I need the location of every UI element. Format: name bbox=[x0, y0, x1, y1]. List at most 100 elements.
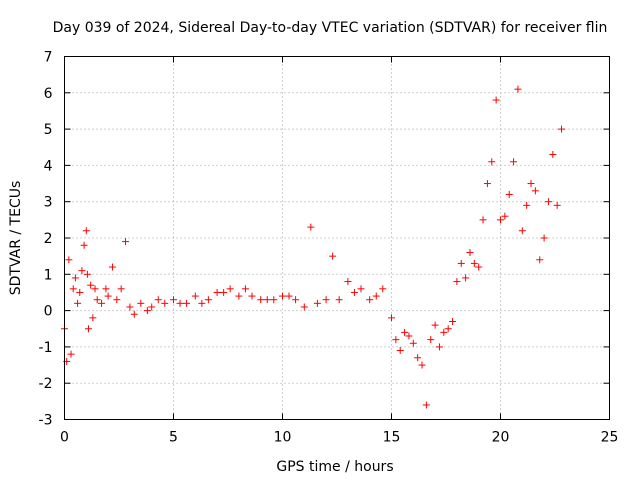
x-tick-label: 5 bbox=[169, 430, 178, 446]
data-point bbox=[536, 256, 544, 264]
data-point bbox=[388, 314, 395, 322]
y-tick-label: 4 bbox=[44, 158, 53, 174]
y-tick-label: -2 bbox=[39, 376, 53, 392]
y-tick-label: -3 bbox=[39, 413, 53, 429]
data-point bbox=[514, 85, 522, 93]
data-point bbox=[470, 259, 478, 267]
data-point bbox=[198, 299, 206, 307]
data-point bbox=[322, 296, 330, 304]
data-point bbox=[335, 296, 343, 304]
data-point bbox=[71, 274, 79, 282]
data-point bbox=[126, 303, 134, 311]
data-point bbox=[78, 267, 86, 275]
data-point bbox=[409, 339, 417, 347]
data-point bbox=[344, 278, 352, 286]
data-point bbox=[292, 296, 300, 304]
data-point bbox=[479, 216, 487, 224]
data-point bbox=[117, 285, 125, 293]
data-point bbox=[65, 256, 73, 264]
data-point bbox=[492, 96, 500, 104]
data-point bbox=[84, 325, 92, 333]
data-point bbox=[401, 328, 409, 336]
data-point bbox=[220, 288, 228, 296]
data-point bbox=[497, 216, 504, 224]
data-point bbox=[104, 292, 112, 300]
grid-lines bbox=[64, 56, 610, 420]
data-point bbox=[83, 270, 91, 278]
data-point bbox=[137, 299, 145, 307]
data-point bbox=[549, 151, 557, 159]
x-tick-label: 20 bbox=[492, 430, 510, 446]
data-point bbox=[148, 303, 156, 311]
x-tick-label: 10 bbox=[274, 430, 292, 446]
data-point bbox=[488, 158, 496, 166]
data-point bbox=[263, 296, 271, 304]
data-point bbox=[435, 343, 443, 351]
data-point bbox=[350, 288, 358, 296]
data-point bbox=[379, 285, 387, 293]
y-tick-label: 6 bbox=[44, 86, 53, 102]
x-tick-label: 0 bbox=[60, 430, 69, 446]
data-point bbox=[204, 296, 212, 304]
data-point bbox=[82, 227, 90, 235]
data-point bbox=[161, 299, 169, 307]
data-point bbox=[279, 292, 286, 300]
data-point bbox=[98, 299, 106, 307]
data-point bbox=[501, 212, 509, 220]
data-point bbox=[329, 252, 337, 260]
x-tick-label: 15 bbox=[383, 430, 401, 446]
data-point bbox=[427, 336, 435, 344]
data-point bbox=[102, 285, 110, 293]
data-point bbox=[67, 350, 75, 358]
data-point bbox=[372, 292, 380, 300]
data-point bbox=[74, 299, 82, 307]
data-point bbox=[431, 321, 439, 329]
data-point bbox=[553, 201, 561, 209]
data-point bbox=[505, 190, 513, 198]
data-point bbox=[226, 285, 234, 293]
y-tick-labels: -3 -2 -1 0 1 2 3 4 5 6 7 bbox=[39, 50, 53, 429]
data-point bbox=[396, 347, 404, 355]
data-point bbox=[122, 238, 130, 246]
x-axis-label: GPS time / hours bbox=[276, 459, 393, 475]
data-point bbox=[558, 125, 566, 133]
data-point bbox=[462, 274, 470, 282]
data-point bbox=[457, 259, 465, 267]
y-axis-label: SDTVAR / TECUs bbox=[8, 181, 24, 296]
data-point bbox=[130, 310, 138, 318]
data-point bbox=[191, 292, 199, 300]
data-point bbox=[440, 328, 448, 336]
data-point bbox=[405, 332, 413, 340]
axis-ticks bbox=[64, 56, 610, 420]
data-point bbox=[76, 288, 84, 296]
data-point bbox=[213, 288, 221, 296]
data-point bbox=[307, 223, 315, 231]
data-point bbox=[113, 296, 121, 304]
y-tick-label: 5 bbox=[44, 122, 53, 138]
x-tick-label: 25 bbox=[601, 430, 619, 446]
data-point bbox=[108, 263, 116, 271]
data-point bbox=[449, 317, 457, 325]
data-point bbox=[466, 249, 474, 257]
data-point bbox=[418, 361, 426, 369]
data-point bbox=[510, 158, 518, 166]
data-point bbox=[170, 296, 177, 304]
data-point bbox=[475, 263, 483, 271]
data-point bbox=[91, 285, 99, 293]
y-tick-label: 3 bbox=[44, 195, 53, 211]
data-point bbox=[270, 296, 278, 304]
data-point bbox=[313, 299, 321, 307]
data-point bbox=[483, 180, 491, 188]
data-point bbox=[357, 285, 365, 293]
y-tick-label: 0 bbox=[44, 304, 53, 320]
y-tick-label: 7 bbox=[44, 50, 53, 66]
data-point bbox=[366, 296, 374, 304]
data-point bbox=[540, 234, 548, 242]
data-point bbox=[93, 296, 101, 304]
data-point bbox=[241, 285, 249, 293]
data-point bbox=[531, 187, 539, 195]
y-tick-label: 2 bbox=[44, 231, 53, 247]
data-point bbox=[392, 336, 400, 344]
data-point bbox=[176, 299, 184, 307]
